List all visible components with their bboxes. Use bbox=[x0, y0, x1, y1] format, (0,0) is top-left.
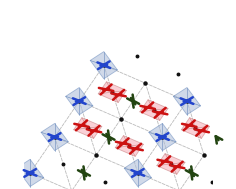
Polygon shape bbox=[140, 100, 168, 120]
Polygon shape bbox=[74, 118, 102, 138]
Polygon shape bbox=[124, 159, 152, 187]
Polygon shape bbox=[157, 154, 185, 174]
Polygon shape bbox=[17, 159, 44, 187]
Polygon shape bbox=[181, 118, 210, 138]
Polygon shape bbox=[115, 136, 143, 156]
Polygon shape bbox=[41, 123, 68, 151]
Polygon shape bbox=[66, 88, 93, 115]
Polygon shape bbox=[98, 82, 126, 102]
Polygon shape bbox=[149, 123, 176, 151]
Polygon shape bbox=[173, 88, 201, 115]
Polygon shape bbox=[90, 52, 118, 79]
